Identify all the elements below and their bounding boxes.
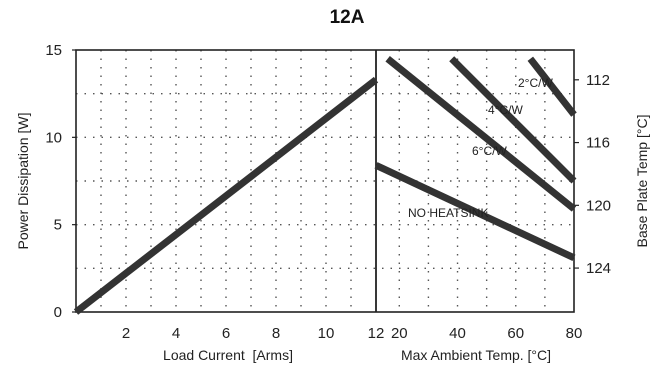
x-tick-label: 60 (507, 325, 524, 342)
tick-labels: 0 5 10 15 2 4 6 8 10 12 20 40 60 80 112 116 120 124 (45, 42, 611, 342)
y-tick-label: 15 (45, 42, 62, 59)
y-tick-label: 10 (45, 129, 62, 146)
x-tick-label: 4 (172, 325, 180, 342)
series-lines (73, 56, 577, 315)
series-label-6-c-w: 6°C/W (472, 144, 507, 158)
x-tick-label: 10 (318, 325, 335, 342)
y-tick-label: 0 (54, 304, 62, 321)
left-y-axis-title: Power Dissipation [W] (15, 113, 31, 250)
x-tick-label: 40 (449, 325, 466, 342)
series-line-6-c-w (385, 56, 577, 212)
plot-frame (75, 49, 575, 313)
x-tick-label: 80 (566, 325, 583, 342)
series-line-4-c-w (449, 56, 577, 184)
x-tick-label: 2 (122, 325, 130, 342)
series-label-4-c-w: 4°C/W (488, 103, 523, 117)
x-tick-label: 8 (272, 325, 280, 342)
curve-labels: 2°C/W 4°C/W 6°C/W NO HEATSINK (408, 76, 553, 220)
right-y-tick-label: 124 (586, 260, 611, 277)
right-y-tick-label: 116 (586, 135, 610, 152)
grid-lines (76, 50, 574, 312)
chart-title: 12A (330, 7, 365, 28)
series-line-no-heatsink (374, 162, 576, 262)
right-y-tick-label: 120 (586, 197, 611, 214)
right-x-axis-title: Max Ambient Temp. [°C] (401, 347, 551, 363)
right-y-axis-title: Base Plate Temp [°C] (634, 115, 650, 248)
power-dissipation-line (73, 76, 379, 315)
x-tick-label: 12 (368, 325, 385, 342)
series-line-2-c-w (527, 56, 577, 117)
y-tick-label: 5 (54, 217, 62, 234)
left-x-axis-title: Load Current [Arms] (163, 347, 293, 363)
x-tick-label: 6 (222, 325, 230, 342)
x-tick-label: 20 (391, 325, 408, 342)
series-label-no-heatsink: NO HEATSINK (408, 206, 488, 220)
series-label-2-c-w: 2°C/W (518, 76, 553, 90)
right-y-tick-label: 112 (586, 72, 610, 89)
